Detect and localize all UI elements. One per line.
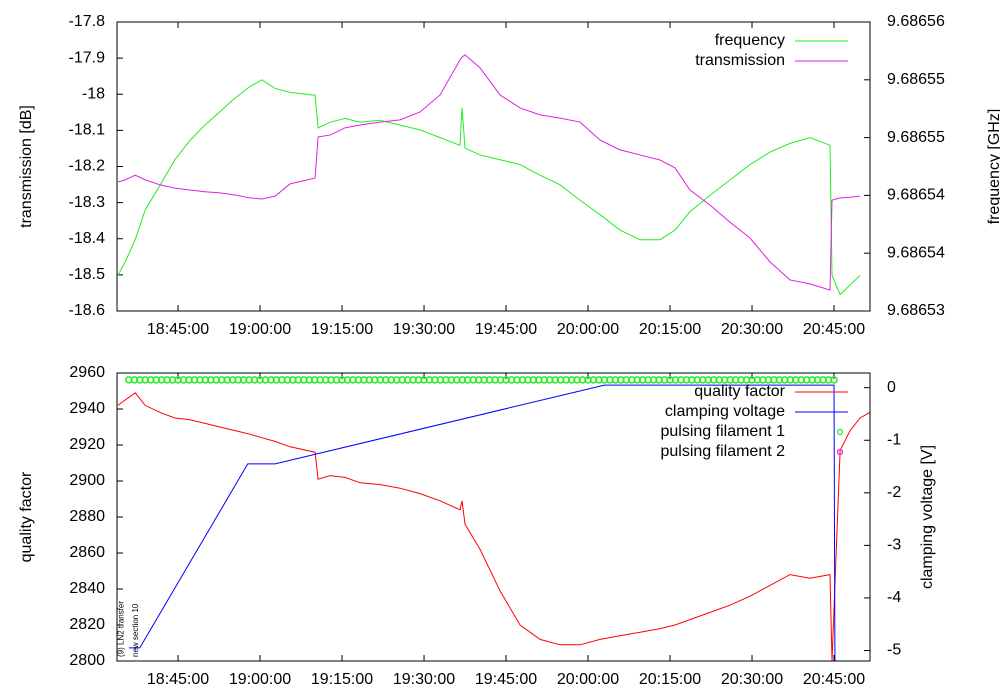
x-tick-label: 19:00:00 <box>229 321 291 338</box>
annotation: (9) LN2 transfer <box>117 601 126 657</box>
plot-area <box>117 54 861 296</box>
legend-label: pulsing filament 1 <box>660 423 785 440</box>
x-tick-label: 20:15:00 <box>639 671 701 688</box>
legend-label: pulsing filament 2 <box>660 443 785 460</box>
y2-tick-label: 0 <box>887 379 896 396</box>
x-tick-label: 19:45:00 <box>475 671 537 688</box>
y-axis-label: quality factor <box>18 471 35 562</box>
y2-tick-label: 9.68654 <box>887 244 945 261</box>
y-tick-label: 2820 <box>69 616 105 633</box>
y2-tick-label: 9.68655 <box>887 71 945 88</box>
x-tick-label: 20:30:00 <box>721 671 783 688</box>
y2-tick-label: 9.68655 <box>887 129 945 146</box>
y-tick-label: -18.4 <box>69 230 106 247</box>
data-point <box>830 376 838 384</box>
x-tick-label: 19:30:00 <box>393 321 455 338</box>
y-tick-label: 2860 <box>69 544 105 561</box>
y2-tick-label: -4 <box>887 589 901 606</box>
series-line <box>117 79 861 296</box>
x-tick-label: 18:45:00 <box>147 671 209 688</box>
x-tick-label: 20:00:00 <box>557 321 619 338</box>
x-tick-label: 20:45:00 <box>803 321 865 338</box>
x-tick-label: 19:30:00 <box>393 671 455 688</box>
y2-tick-label: 9.68653 <box>887 302 945 319</box>
y2-tick-label: -3 <box>887 537 901 554</box>
legend-marker <box>836 428 844 436</box>
y-tick-label: 2960 <box>69 364 105 381</box>
legend-label: quality factor <box>694 383 785 400</box>
y2-tick-label: 9.68654 <box>887 187 945 204</box>
legend-marker <box>836 448 844 456</box>
y-tick-label: -18.6 <box>69 302 106 319</box>
y-tick-label: 2800 <box>69 652 105 669</box>
legend-label: transmission <box>695 52 785 69</box>
x-tick-label: 19:15:00 <box>311 671 373 688</box>
x-tick-label: 20:15:00 <box>639 321 701 338</box>
legend-label: frequency <box>715 32 785 49</box>
series-line <box>128 384 836 661</box>
plot-area <box>117 376 870 661</box>
y2-tick-label: -5 <box>887 642 901 659</box>
y2-axis-label: clamping voltage [V] <box>919 445 936 589</box>
y-axis-label: transmission [dB] <box>18 105 35 228</box>
y-tick-label: -18.1 <box>69 122 106 139</box>
x-tick-label: 19:45:00 <box>475 321 537 338</box>
y-tick-label: -18 <box>82 85 105 102</box>
y-tick-label: 2840 <box>69 580 105 597</box>
y2-tick-label: -1 <box>887 431 901 448</box>
series-line <box>117 54 861 291</box>
y-tick-label: 2940 <box>69 400 105 417</box>
legend-label: clamping voltage <box>665 403 785 420</box>
y2-tick-label: -2 <box>887 484 901 501</box>
x-tick-label: 19:15:00 <box>311 321 373 338</box>
y-tick-label: 2880 <box>69 508 105 525</box>
y-tick-label: -17.9 <box>69 49 106 66</box>
y-tick-label: 2900 <box>69 472 105 489</box>
y-tick-label: 2920 <box>69 436 105 453</box>
x-tick-label: 18:45:00 <box>147 321 209 338</box>
y-tick-label: -18.3 <box>69 194 106 211</box>
y-tick-label: -18.5 <box>69 266 106 283</box>
annotation: new section 10 <box>131 603 140 657</box>
y2-tick-label: 9.68656 <box>887 13 945 30</box>
y-tick-label: -18.2 <box>69 158 106 175</box>
plot-frame <box>116 372 871 662</box>
x-tick-label: 19:00:00 <box>229 671 291 688</box>
x-tick-label: 20:00:00 <box>557 671 619 688</box>
series-line <box>117 392 870 661</box>
plot-frame <box>116 21 871 312</box>
y-tick-label: -17.8 <box>69 13 106 30</box>
y2-axis-label: frequency [GHz] <box>986 109 1000 225</box>
x-tick-label: 20:45:00 <box>803 671 865 688</box>
x-tick-label: 20:30:00 <box>721 321 783 338</box>
